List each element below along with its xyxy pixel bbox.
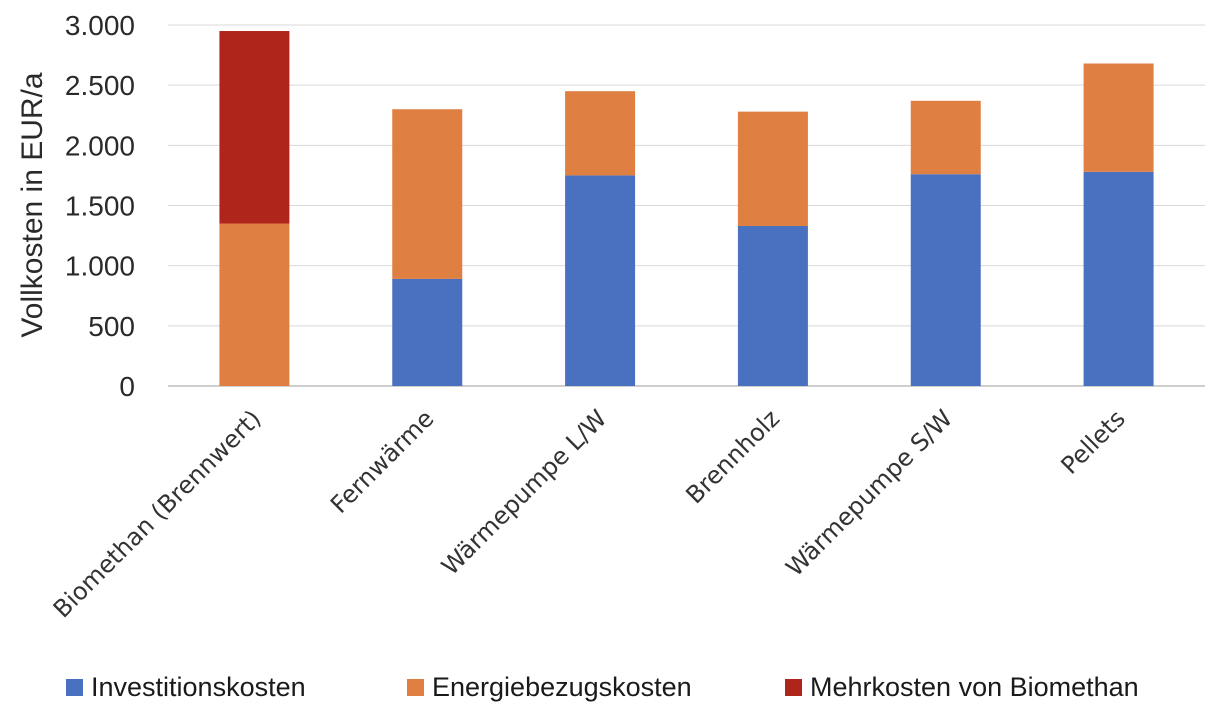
x-tick-label: Pellets [1056, 404, 1131, 479]
x-tick-labels: Biomethan (Brennwert) FernwärmeWärmepumpe… [48, 404, 1131, 623]
bar-segment [392, 109, 463, 279]
bar-segment [737, 225, 808, 386]
bar-segment [219, 31, 290, 224]
x-tick-label: Biomethan (Brennwert) [48, 404, 267, 623]
legend-item-investitionskosten: Investitionskosten [66, 672, 306, 703]
legend-item-energiebezugskosten: Energiebezugskosten [407, 672, 692, 703]
x-tick-label: Wärmepumpe L/W [436, 404, 612, 580]
y-tick-label: 0 [119, 371, 135, 402]
bars [219, 31, 1154, 386]
bar-segment [737, 111, 808, 226]
bar-segment [565, 91, 636, 176]
y-tick-label: 500 [88, 311, 135, 342]
bar-segment [565, 175, 636, 386]
bar-segment [219, 223, 290, 386]
legend: Investitionskosten Energiebezugskosten M… [0, 672, 1221, 706]
legend-swatch-red [785, 679, 802, 696]
x-tick-label: Brennholz [680, 404, 785, 509]
legend-label: Investitionskosten [91, 672, 306, 702]
bar-segment [910, 174, 981, 386]
legend-label: Mehrkosten von Biomethan [810, 672, 1139, 702]
bar-segment [392, 278, 463, 386]
legend-label: Energiebezugskosten [432, 672, 692, 702]
legend-swatch-blue [66, 679, 83, 696]
x-tick-label: Wärmepumpe S/W [781, 404, 958, 581]
x-tick-label: Fernwärme [325, 404, 439, 518]
y-tick-label: 2.000 [65, 130, 135, 161]
bar-segment [1083, 63, 1154, 172]
y-tick-labels: 0 500 1.000 1.500 2.000 2.500 3.000 [65, 10, 135, 402]
bar-segment [910, 100, 981, 175]
gridlines [168, 24, 1205, 387]
legend-item-mehrkosten: Mehrkosten von Biomethan [785, 672, 1139, 703]
y-tick-label: 1.500 [65, 191, 135, 222]
y-tick-label: 1.000 [65, 251, 135, 282]
y-tick-label: 3.000 [65, 10, 135, 41]
legend-swatch-orange [407, 679, 424, 696]
bar-segment [1083, 171, 1154, 386]
y-tick-label: 2.500 [65, 70, 135, 101]
y-axis-label: Vollkosten in EUR/a [16, 72, 49, 337]
